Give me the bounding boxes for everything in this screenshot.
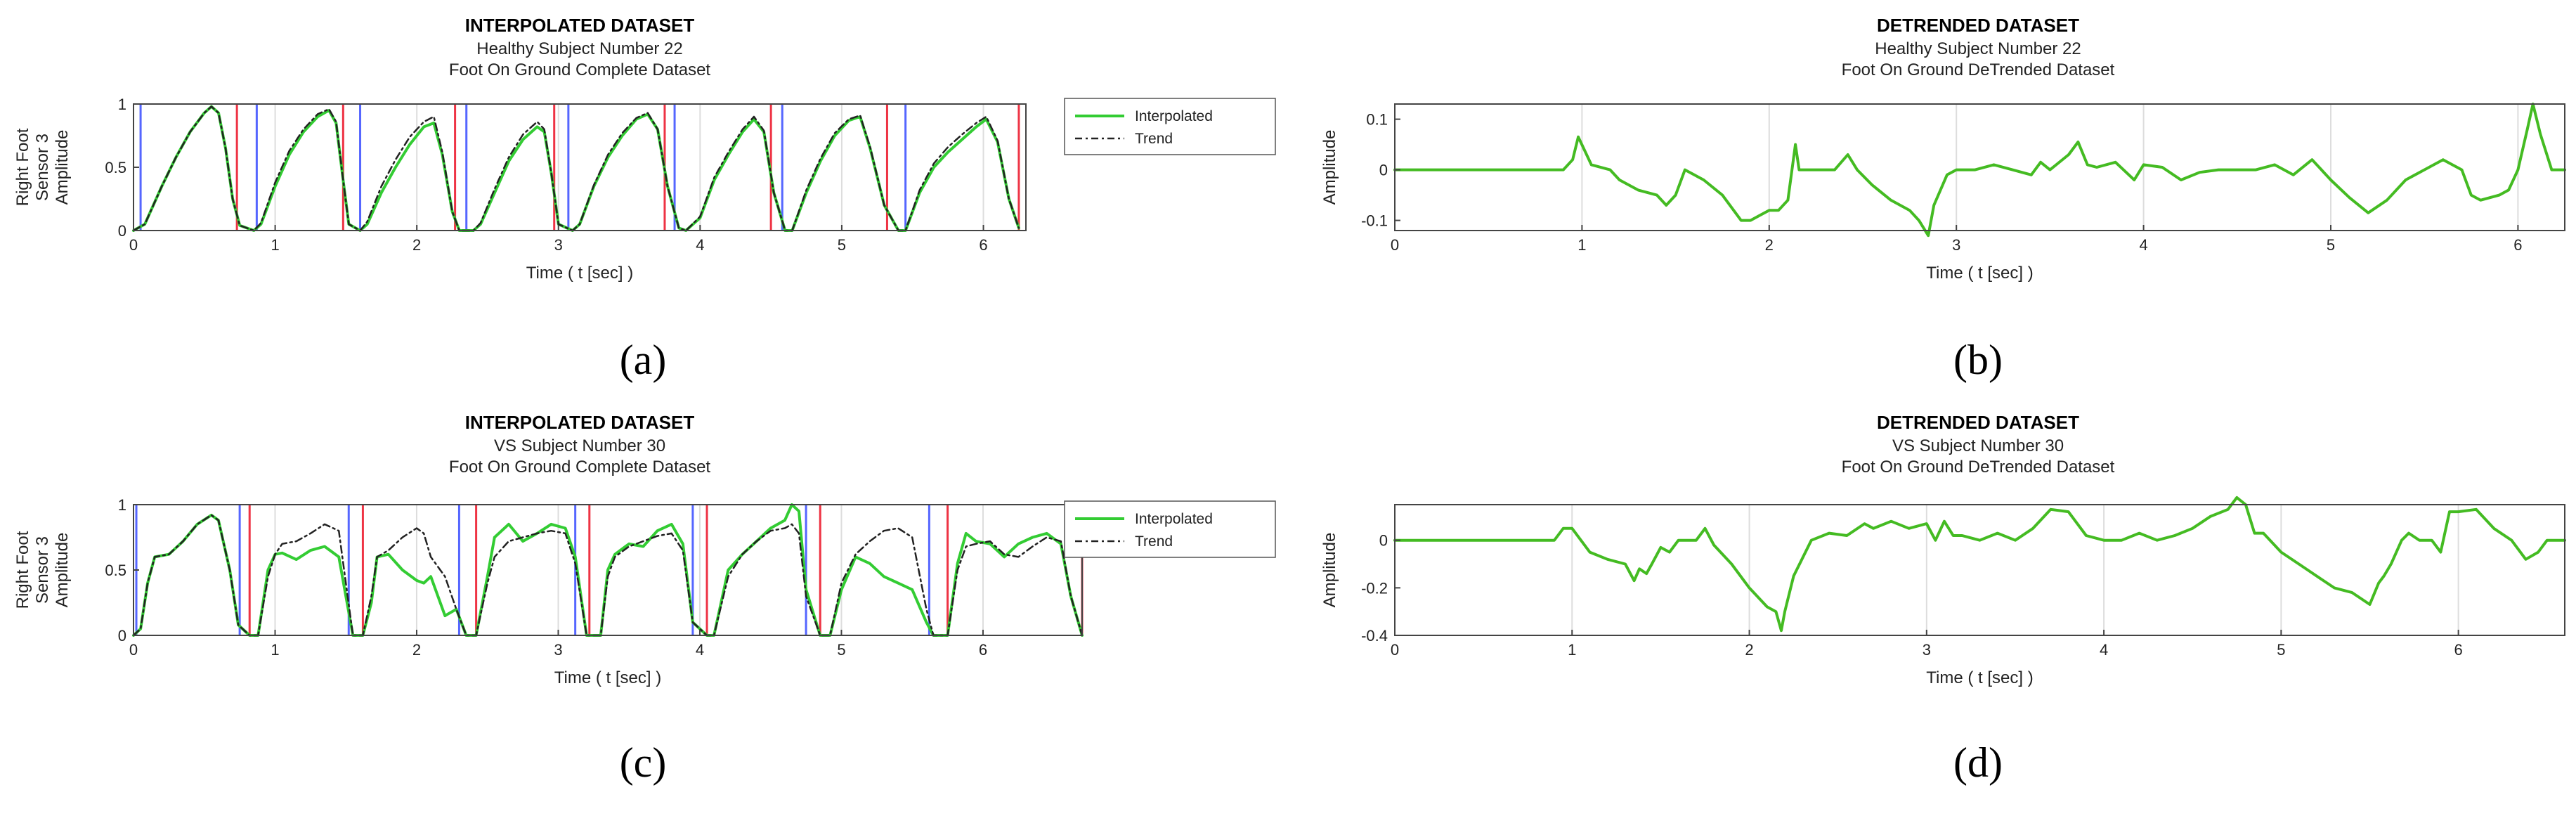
panel-label: (a) [620, 337, 667, 383]
chart-title: INTERPOLATED DATASET [465, 15, 695, 36]
x-tick-label: 4 [2139, 236, 2147, 254]
y-axis-label: Sensor 3 [33, 134, 52, 201]
legend-box [1064, 500, 1276, 558]
x-tick-label: 6 [979, 236, 987, 254]
chart-panel-c: INTERPOLATED DATASET VS Subject Number 30… [13, 412, 1276, 786]
x-axis-label: Time ( t [sec] ) [1926, 668, 2033, 687]
x-tick-label: 0 [1391, 236, 1399, 254]
y-tick-label: -0.4 [1361, 627, 1388, 645]
y-tick-label: 0 [118, 627, 126, 645]
x-tick-label: 3 [554, 236, 563, 254]
x-tick-label: 0 [129, 236, 138, 254]
x-tick-label: 4 [2100, 641, 2108, 659]
chart-panel-a: INTERPOLATED DATASET Healthy Subject Numb… [13, 15, 1276, 383]
x-tick-label: 5 [2277, 641, 2285, 659]
y-axis-label: Amplitude [53, 533, 72, 608]
y-tick-label: 0 [118, 222, 126, 240]
x-axis-label: Time ( t [sec] ) [1926, 264, 2033, 283]
x-tick-label: 0 [1391, 641, 1399, 659]
x-tick-label: 4 [696, 641, 704, 659]
series-line-trend [132, 514, 1084, 637]
legend-label: Trend [1135, 533, 1173, 550]
x-tick-label: 2 [412, 641, 421, 659]
y-tick-label: 0.1 [1366, 111, 1388, 129]
panel-label: (c) [620, 739, 667, 786]
series-line-trend [132, 105, 1020, 232]
y-tick-label: 0 [1379, 532, 1388, 550]
y-axis-label: Right Foot [13, 531, 32, 609]
x-tick-label: 3 [1923, 641, 1931, 659]
y-tick-label: 1 [118, 496, 126, 514]
chart-title: DETRENDED DATASET [1877, 412, 2079, 433]
chart-subtitle: Healthy Subject Number 22 [1875, 39, 2081, 58]
x-axis-label: Time ( t [sec] ) [526, 264, 633, 283]
legend-label: Interpolated [1135, 108, 1213, 124]
x-tick-label: 4 [696, 236, 704, 254]
chart-subtitle: Healthy Subject Number 22 [476, 39, 682, 58]
y-tick-label: 0.5 [105, 562, 126, 579]
x-tick-label: 1 [271, 641, 279, 659]
x-tick-label: 1 [271, 236, 279, 254]
x-tick-label: 6 [2513, 236, 2522, 254]
chart-subtitle: VS Subject Number 30 [1892, 436, 2064, 455]
chart-subtitle: Foot On Ground Complete Dataset [449, 60, 711, 79]
plot-frame [1394, 103, 2565, 231]
y-axis-label: Amplitude [53, 130, 72, 205]
series-line-detrended [1393, 103, 2566, 238]
plot-area [1395, 505, 2565, 635]
legend-label: Interpolated [1135, 511, 1213, 527]
series-line-detrended [1393, 496, 2566, 633]
x-tick-label: 3 [1952, 236, 1960, 254]
panel-label: (b) [1953, 337, 2003, 383]
panel-label: (d) [1953, 739, 2003, 786]
plot-frame [1394, 504, 2565, 636]
legend-label: Trend [1135, 131, 1173, 147]
chart-title: DETRENDED DATASET [1877, 15, 2079, 36]
chart-legend: Interpolated Trend [1064, 500, 1276, 558]
y-tick-label: 1 [118, 96, 126, 113]
chart-panel-d: DETRENDED DATASET VS Subject Number 30 Foo… [1320, 412, 2566, 786]
x-tick-label: 6 [2454, 641, 2463, 659]
x-tick-label: 5 [2327, 236, 2335, 254]
chart-subtitle: Foot On Ground DeTrended Dataset [1842, 60, 2115, 79]
x-tick-label: 2 [1745, 641, 1753, 659]
x-tick-label: 5 [838, 236, 846, 254]
y-tick-label: 0 [1379, 162, 1388, 179]
x-tick-label: 2 [1765, 236, 1774, 254]
x-tick-label: 1 [1568, 641, 1576, 659]
x-tick-label: 0 [129, 641, 138, 659]
x-tick-label: 5 [837, 641, 845, 659]
chart-legend: Interpolated Trend [1064, 98, 1276, 155]
y-tick-label: 0.5 [105, 159, 126, 176]
y-tick-label: -0.2 [1361, 579, 1388, 597]
x-tick-label: 3 [554, 641, 562, 659]
x-axis-label: Time ( t [sec] ) [554, 668, 661, 687]
chart-title: INTERPOLATED DATASET [465, 412, 695, 433]
chart-subtitle: Foot On Ground DeTrended Dataset [1842, 458, 2115, 477]
y-tick-label: -0.1 [1361, 212, 1388, 230]
chart-subtitle: VS Subject Number 30 [494, 436, 665, 455]
x-tick-label: 1 [1578, 236, 1586, 254]
plot-area [134, 104, 1026, 231]
y-axis-label: Right Foot [13, 128, 32, 206]
y-axis-label: Sensor 3 [33, 536, 52, 604]
y-axis-label: Amplitude [1320, 533, 1339, 608]
chart-subtitle: Foot On Ground Complete Dataset [449, 458, 711, 477]
chart-panel-b: DETRENDED DATASET Healthy Subject Number … [1320, 15, 2566, 383]
x-tick-label: 2 [412, 236, 421, 254]
x-tick-label: 6 [979, 641, 987, 659]
y-axis-label: Amplitude [1320, 130, 1339, 205]
legend-box [1064, 98, 1276, 155]
